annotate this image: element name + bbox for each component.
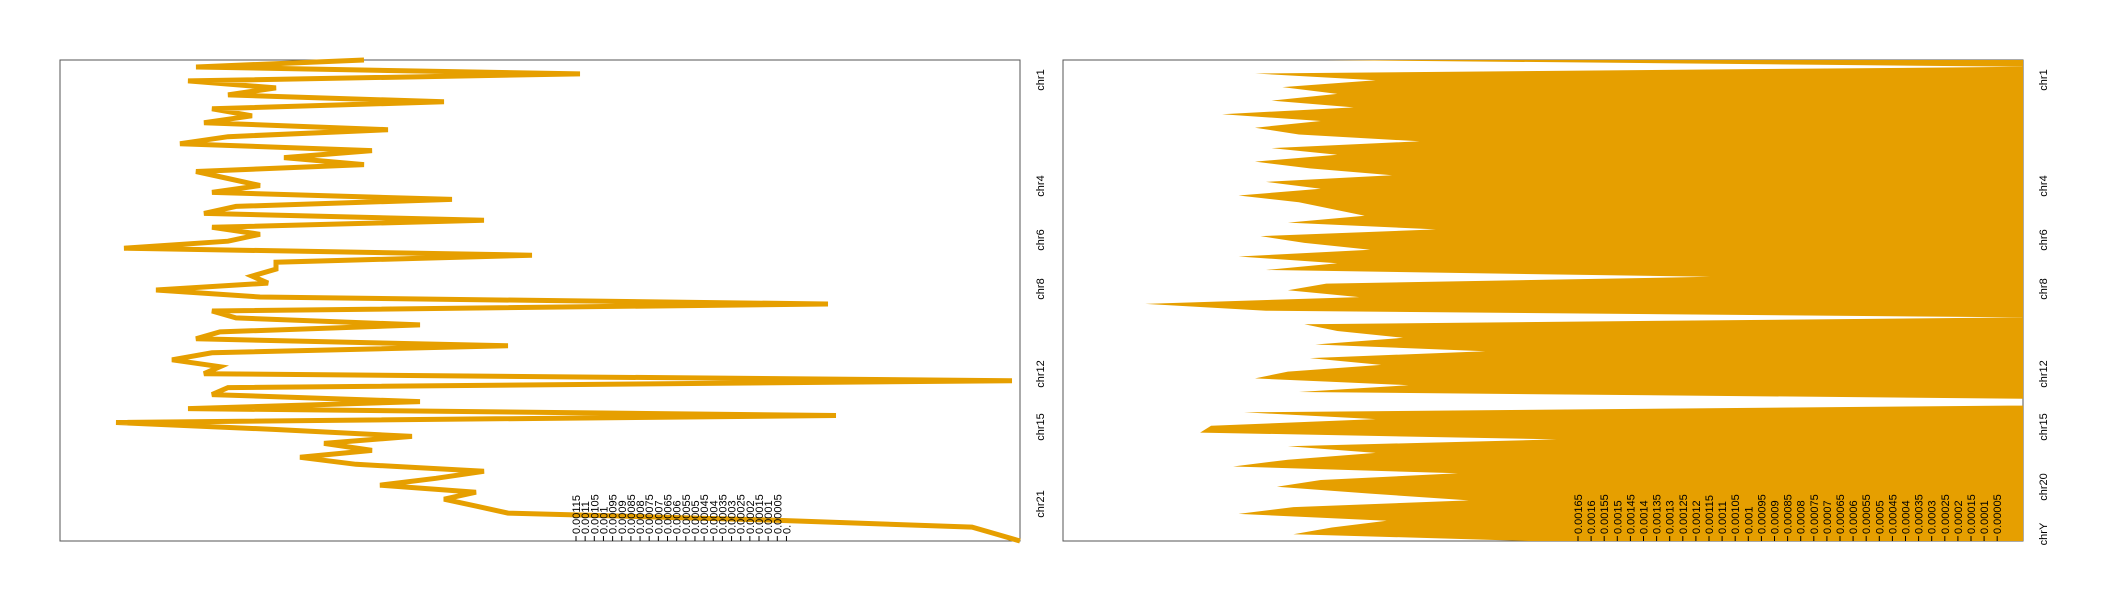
chromosome-label: chrY [2038,522,2050,545]
value-tick-label: 0.0005 [1874,500,1886,534]
value-tick-label: 0.00095 [608,494,620,534]
value-tick-label: 0.00005 [772,494,784,534]
chromosome-label: chr1 [2038,69,2050,90]
value-tick-label: 0.0008 [1796,500,1808,534]
value-tick-label: 0.0011 [580,501,592,534]
series-line [115,57,1021,544]
chromosome-label: chr15 [2038,413,2050,441]
value-tick-label: 0.00115 [1704,495,1716,534]
chromosome-label: chr4 [2038,175,2050,196]
value-tick-label: 0.00125 [1678,494,1690,534]
value-tick-label: 0.00095 [1756,494,1768,534]
chromosome-label: chr12 [2038,360,2050,388]
value-tick-label: 0.0002 [745,500,757,534]
value-tick-label: 0.00025 [736,494,748,534]
chromosome-label: chr21 [1035,490,1047,518]
chromosome-label: chr8 [2038,278,2050,299]
value-tick-label: 0.00005 [1992,494,2004,534]
value-tick-label: 0.0011 [1717,501,1729,534]
value-tick-label: 0.00055 [1861,494,1873,534]
value-tick-label: 0.00085 [1783,494,1795,534]
chromosome-label: chr8 [1035,278,1047,299]
value-tick-label: 0.0006 [1848,500,1860,534]
value-tick-label: 0. [781,525,793,534]
value-tick-label: 0.00105 [589,494,601,534]
value-tick-label: 0.0003 [1927,500,1939,534]
chromosome-label: chr15 [1035,413,1047,441]
value-tick-label: 0.0005 [690,500,702,534]
value-tick-label: 0.0001 [763,500,775,534]
value-tick-label: 0.0007 [653,500,665,534]
value-tick-label: 0.00105 [1730,494,1742,534]
value-tick-label: 0.0007 [1822,500,1834,534]
value-tick-label: 0.0016 [1586,500,1598,534]
value-tick-label: 0.0004 [1901,500,1913,534]
value-tick-label: 0.00055 [681,494,693,534]
value-tick-label: 0.0001 [1979,500,1991,534]
value-tick-label: 0.00065 [1835,494,1847,534]
value-tick-label: 0.0008 [635,500,647,534]
series-area [1145,60,2023,541]
plot-frame [59,59,1021,542]
chromosome-label: chr6 [2038,229,2050,250]
value-tick-label: 0.00075 [1809,494,1821,534]
value-tick-label: 0.00155 [1599,494,1611,534]
chromosome-label: chr12 [1035,360,1047,388]
value-tick-label: 0.0002 [1953,500,1965,534]
value-tick-label: 0.00035 [1914,494,1926,534]
value-tick-label: 0.00145 [1625,494,1637,534]
value-tick-label: 0.001 [598,506,610,534]
value-tick-label: 0.00165 [1573,494,1585,534]
value-tick-label: 0.00065 [663,494,675,534]
value-tick-label: 0.0015 [1612,500,1624,534]
value-tick-label: 0.0004 [708,500,720,534]
value-tick-label: 0.00035 [717,494,729,534]
value-tick-label: 0.00045 [1887,494,1899,534]
value-tick-label: 0.00075 [644,494,656,534]
value-tick-label: 0.0009 [1770,500,1782,534]
value-tick-label: 0.0013 [1665,500,1677,534]
chromosome-label: chr6 [1035,229,1047,250]
value-tick-label: 0.00015 [754,494,766,534]
value-tick-label: 0.0012 [1691,500,1703,534]
value-tick-label: 0.00025 [1940,494,1952,534]
value-tick-label: 0.0006 [672,500,684,534]
value-tick-label: 0.00115 [571,495,583,534]
value-tick-label: 0.00085 [626,494,638,534]
value-tick-label: 0.0014 [1639,500,1651,534]
value-tick-label: 0.00135 [1652,494,1664,534]
chart-panel-area: 0.00165 0.0016 0.00155 0.0015 0.00145 0.0014 0… [1062,59,2050,545]
value-tick-label: 0.00015 [1966,494,1978,534]
value-tick-label: 0.00045 [699,494,711,534]
chromosome-label: chr1 [1035,69,1047,90]
value-tick-label: 0.0009 [617,500,629,534]
chromosome-label: chr4 [1035,175,1047,196]
chart-panel-line: 0.001150.00110.001050.0010.000950.00090.… [59,57,1047,544]
value-tick-label: 0.001 [1743,506,1755,534]
chromosome-label: chr20 [2038,473,2050,501]
value-tick-label: 0.0003 [727,500,739,534]
